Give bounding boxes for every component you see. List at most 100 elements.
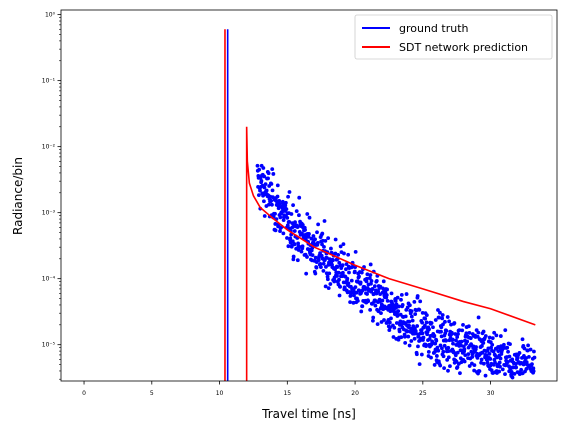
data-point xyxy=(483,334,488,338)
data-point xyxy=(434,354,439,358)
data-point xyxy=(414,352,419,357)
data-point xyxy=(427,327,431,332)
data-point xyxy=(514,365,519,370)
data-point xyxy=(322,244,326,249)
data-point xyxy=(481,361,486,366)
data-point xyxy=(497,360,502,365)
data-point xyxy=(476,315,481,320)
data-point xyxy=(371,318,375,323)
data-point xyxy=(277,199,282,203)
data-point xyxy=(313,271,318,276)
data-point xyxy=(415,324,420,328)
y-axis-label: Radiance/bin xyxy=(11,157,25,235)
data-point xyxy=(353,249,358,254)
data-point xyxy=(291,257,296,262)
data-point xyxy=(271,172,276,176)
data-point xyxy=(477,369,482,374)
data-point xyxy=(263,182,268,187)
data-point xyxy=(307,215,312,220)
data-point xyxy=(440,313,445,317)
plot-frame xyxy=(60,9,558,382)
data-point xyxy=(300,223,305,227)
data-point xyxy=(337,277,341,282)
data-point xyxy=(432,363,437,367)
data-point xyxy=(417,307,422,312)
data-point xyxy=(330,258,335,263)
data-point xyxy=(275,194,280,199)
data-point xyxy=(313,237,317,242)
data-point xyxy=(497,369,502,374)
data-point xyxy=(409,309,414,314)
data-point xyxy=(368,273,373,277)
data-point xyxy=(335,265,340,270)
data-point xyxy=(420,311,425,315)
data-point xyxy=(501,342,506,347)
data-point xyxy=(349,278,354,283)
data-point xyxy=(291,254,296,259)
data-point xyxy=(453,332,458,336)
data-point xyxy=(452,321,457,325)
x-axis-label: Travel time [ns] xyxy=(261,407,356,421)
data-point xyxy=(481,341,486,345)
y-axis: 10⁰ 10⁻¹ 10⁻² 10⁻³ 10⁻⁴ 10⁻⁵ xyxy=(42,12,61,380)
data-point xyxy=(315,240,320,245)
data-point xyxy=(505,345,510,350)
data-point xyxy=(462,359,467,364)
data-point xyxy=(459,339,464,344)
data-point xyxy=(412,299,417,304)
data-point xyxy=(275,183,280,188)
data-point xyxy=(494,333,499,338)
data-point xyxy=(466,324,471,329)
data-point xyxy=(438,310,442,315)
data-point xyxy=(338,244,343,249)
data-point xyxy=(255,163,260,168)
data-point xyxy=(310,253,315,258)
legend-box xyxy=(354,14,553,60)
data-point xyxy=(423,316,428,321)
plot-area xyxy=(224,29,537,381)
data-point xyxy=(376,289,381,294)
data-point xyxy=(407,343,412,348)
data-point xyxy=(370,287,375,291)
data-point xyxy=(493,360,497,365)
data-point xyxy=(303,228,307,232)
data-point xyxy=(338,284,342,289)
data-point xyxy=(262,214,267,218)
data-point xyxy=(404,292,409,296)
data-point xyxy=(340,270,345,275)
data-point xyxy=(442,343,447,348)
data-point xyxy=(447,319,452,324)
data-point xyxy=(387,320,392,325)
data-point xyxy=(441,349,446,354)
data-point xyxy=(500,367,505,372)
data-point xyxy=(381,279,386,284)
data-point xyxy=(507,354,512,359)
data-point xyxy=(396,304,401,309)
data-point xyxy=(396,313,400,317)
data-point xyxy=(526,343,530,348)
data-point xyxy=(455,365,460,370)
data-point xyxy=(352,293,356,298)
data-point xyxy=(388,325,393,330)
data-point xyxy=(421,335,426,340)
data-point xyxy=(465,339,470,344)
data-point xyxy=(405,329,410,334)
data-point xyxy=(532,349,536,354)
data-point xyxy=(270,195,275,200)
data-point xyxy=(531,369,536,373)
data-point xyxy=(487,351,492,356)
data-point xyxy=(261,166,266,170)
data-point xyxy=(456,332,460,336)
y-tick-label: 10⁰ xyxy=(45,12,56,19)
data-point xyxy=(439,346,444,351)
legend-label-ground-truth: ground truth xyxy=(399,22,469,35)
data-point xyxy=(510,357,515,362)
data-point xyxy=(410,318,415,323)
data-point xyxy=(420,331,425,336)
data-point xyxy=(304,271,309,276)
data-point xyxy=(435,345,440,350)
data-point xyxy=(369,278,374,283)
data-point xyxy=(277,204,281,209)
data-point xyxy=(490,342,495,347)
data-point xyxy=(372,284,377,289)
